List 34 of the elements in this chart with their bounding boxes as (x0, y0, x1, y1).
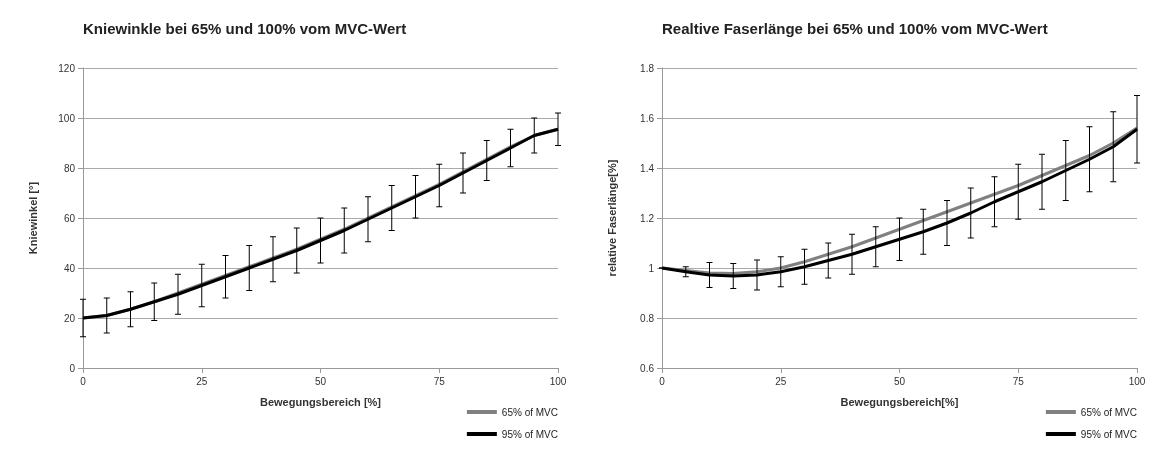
y-axis-title: relative Faserlänge[%] (605, 159, 618, 277)
x-axis-title: Bewegungsbereich [%] (259, 395, 382, 408)
x-tick-label: 25 (196, 375, 208, 387)
y-tick-label: 120 (58, 62, 76, 74)
y-tick-label: 40 (63, 262, 76, 274)
y-axis-title: Kniewinkel [°] (26, 181, 39, 255)
y-tick-label: 0.6 (640, 362, 655, 374)
legend-label: 65% of MVC (1080, 406, 1138, 418)
y-tick-label: 1.6 (640, 112, 655, 124)
legend-label: 65% of MVC (501, 406, 559, 418)
chart-title: Kniewinkle bei 65% und 100% vom MVC-Wert (83, 20, 407, 37)
x-tick-label: 0 (659, 375, 666, 387)
y-tick-label: 60 (63, 212, 76, 224)
y-tick-label: 1 (648, 262, 655, 274)
y-tick-label: 1.8 (640, 62, 655, 74)
y-tick-label: 0.8 (640, 312, 655, 324)
x-tick-label: 50 (314, 375, 327, 387)
y-tick-label: 20 (63, 312, 76, 324)
y-tick-label: 1.2 (640, 212, 655, 224)
y-tick-label: 0 (69, 362, 76, 374)
x-axis-title: Bewegungsbereich[%] (840, 395, 959, 408)
x-tick-label: 0 (80, 375, 87, 387)
x-tick-label: 25 (775, 375, 787, 387)
x-tick-label: 75 (433, 375, 446, 387)
x-tick-label: 100 (1128, 375, 1146, 387)
legend-label: 95% of MVC (1080, 428, 1138, 440)
y-tick-label: 100 (58, 112, 76, 124)
chart-title: Realtive Faserlänge bei 65% und 100% vom MVC-Wert (662, 20, 1048, 37)
y-tick-label: 80 (63, 162, 76, 174)
x-tick-label: 50 (893, 375, 906, 387)
x-tick-label: 75 (1012, 375, 1025, 387)
y-tick-label: 1.4 (640, 162, 655, 174)
legend-label: 95% of MVC (501, 428, 559, 440)
x-tick-label: 100 (549, 375, 567, 387)
